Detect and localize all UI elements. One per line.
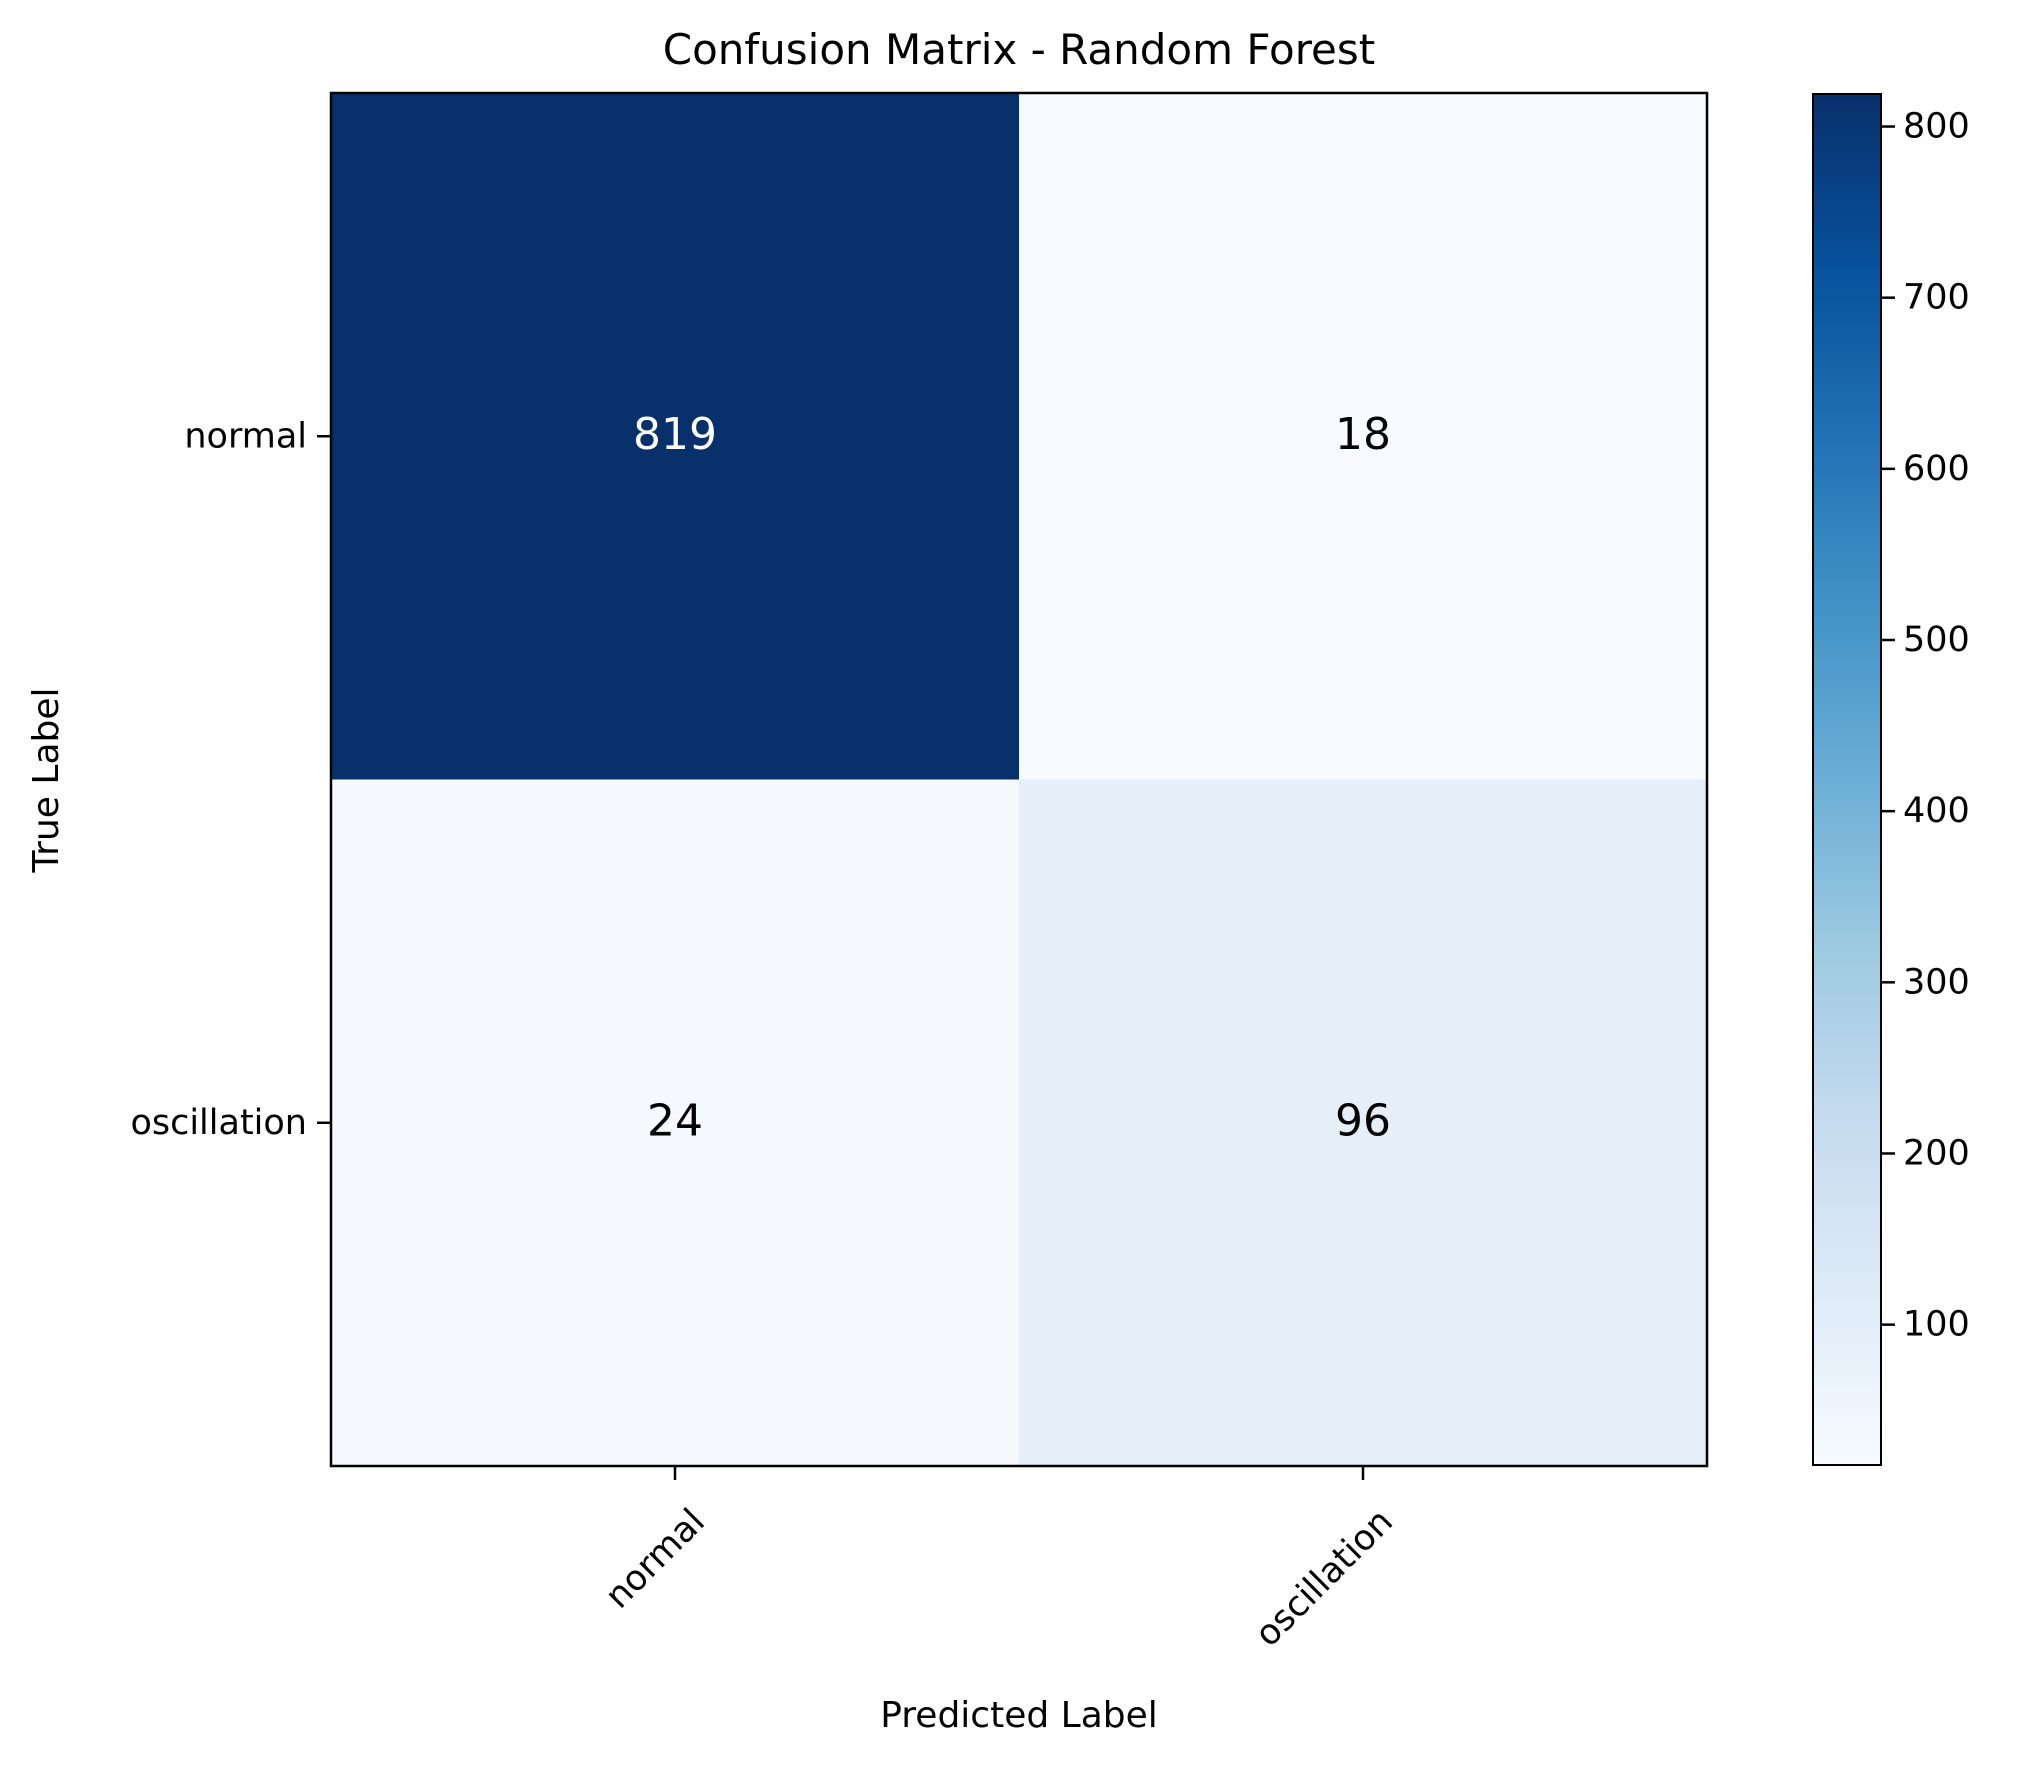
cell-value-label: 96 [1335, 1095, 1391, 1146]
heatmap-cell [331, 779, 1020, 1467]
colorbar-tick-label: 200 [1903, 1133, 1970, 1173]
colorbar-tick-label: 700 [1903, 278, 1970, 318]
plot-frame [329, 91, 1709, 1468]
cell-value-label: 18 [1335, 409, 1391, 460]
y-axis-label: True Label [26, 687, 67, 873]
colorbar-tick-label: 600 [1903, 449, 1970, 489]
chart-title: Confusion Matrix - Random Forest [663, 25, 1375, 74]
heatmap-cell [331, 93, 1020, 780]
heatmap-cells [331, 93, 1708, 1467]
cell-value-label: 819 [633, 409, 717, 460]
colorbar-tick-label: 300 [1903, 962, 1970, 1002]
colorbar-tick-label: 500 [1903, 620, 1970, 660]
colorbar-ticks: 100 200 300 400 500 600 700 800 [1881, 107, 1970, 1345]
colorbar-tick-label: 800 [1903, 107, 1970, 147]
heatmap-cell [1019, 779, 1708, 1467]
x-axis-label: Predicted Label [880, 1695, 1158, 1736]
y-tick-label: oscillation [130, 1103, 307, 1143]
colorbar [1812, 93, 1882, 1466]
cell-value-label: 24 [647, 1095, 703, 1146]
y-tick-label: normal [184, 416, 307, 456]
heatmap-cell [1019, 93, 1708, 780]
x-tick-label: normal [598, 1502, 713, 1617]
x-tick-label: oscillation [1248, 1502, 1401, 1655]
heatmap-cell-labels: 819 18 24 96 [633, 409, 1391, 1147]
x-axis-ticks: normal oscillation [598, 1466, 1401, 1655]
y-axis-ticks: normal oscillation [130, 416, 331, 1143]
colorbar-tick-label: 100 [1903, 1305, 1970, 1345]
colorbar-tick-label: 400 [1903, 791, 1970, 831]
